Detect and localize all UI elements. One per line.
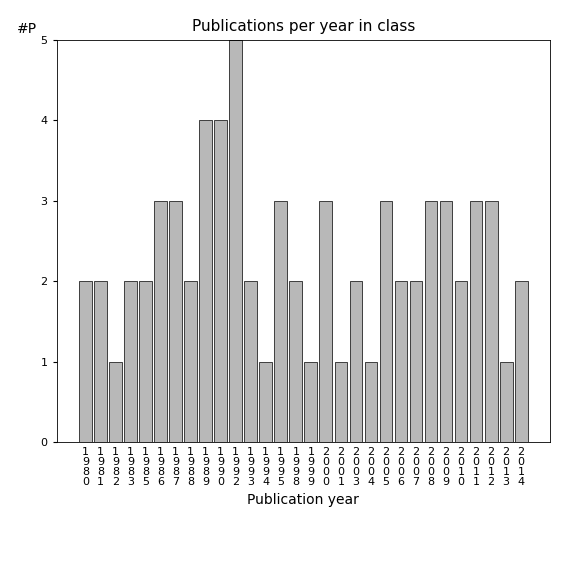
Bar xyxy=(244,281,257,442)
Bar xyxy=(79,281,92,442)
Bar xyxy=(304,362,318,442)
Title: Publications per year in class: Publications per year in class xyxy=(192,19,415,35)
Bar xyxy=(365,362,377,442)
Bar xyxy=(184,281,197,442)
Bar xyxy=(455,281,467,442)
Text: #P: #P xyxy=(17,22,37,36)
Bar xyxy=(289,281,302,442)
Bar xyxy=(124,281,137,442)
Bar xyxy=(379,201,392,442)
Bar xyxy=(109,362,122,442)
Bar xyxy=(319,201,332,442)
Bar xyxy=(515,281,527,442)
Bar xyxy=(349,281,362,442)
Bar xyxy=(469,201,483,442)
Bar xyxy=(154,201,167,442)
Bar xyxy=(395,281,407,442)
Bar xyxy=(139,281,152,442)
Bar xyxy=(170,201,182,442)
Bar xyxy=(500,362,513,442)
Bar xyxy=(425,201,437,442)
Bar xyxy=(485,201,497,442)
Bar xyxy=(94,281,107,442)
Bar xyxy=(409,281,422,442)
Bar xyxy=(214,120,227,442)
Bar xyxy=(259,362,272,442)
Bar xyxy=(335,362,348,442)
Bar xyxy=(200,120,212,442)
X-axis label: Publication year: Publication year xyxy=(247,493,359,507)
Bar xyxy=(230,40,242,442)
Bar xyxy=(439,201,452,442)
Bar xyxy=(274,201,287,442)
